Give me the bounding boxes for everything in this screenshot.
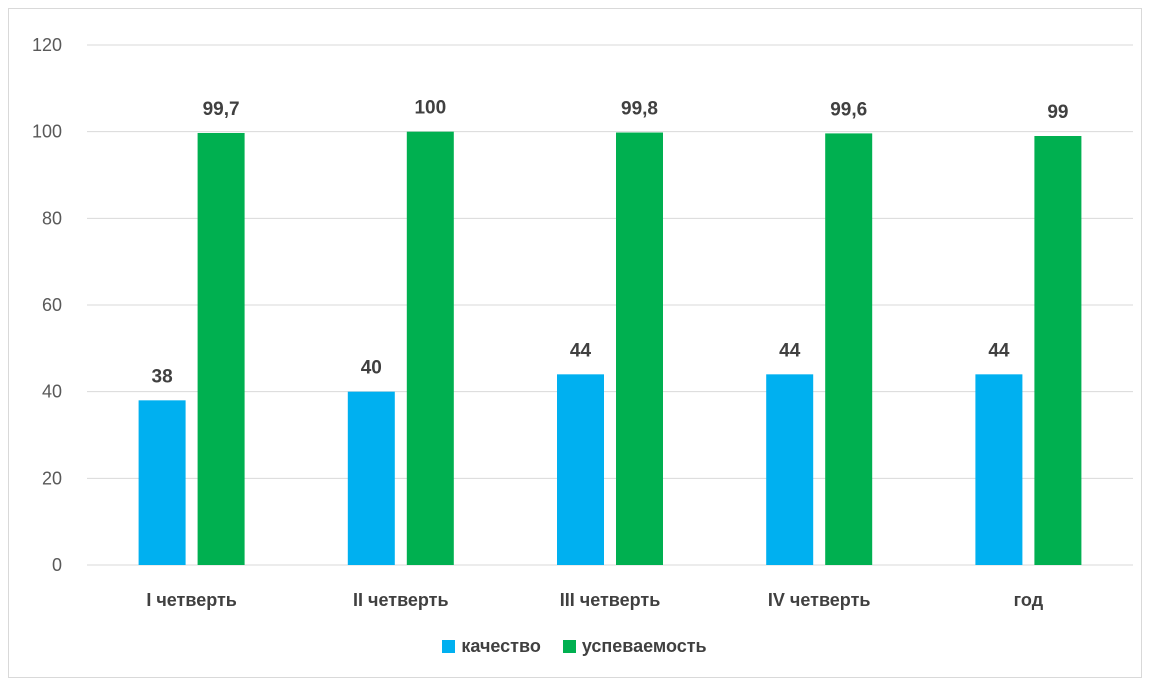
- data-label: 44: [779, 340, 801, 361]
- data-label: 99: [1047, 102, 1068, 123]
- bar-progress: [1034, 136, 1082, 565]
- data-label: 44: [570, 340, 592, 361]
- data-label: 99,7: [203, 99, 240, 120]
- data-label: 44: [988, 340, 1010, 361]
- bar-progress: [406, 131, 454, 565]
- y-tick-label: 60: [42, 295, 62, 315]
- x-category-label: I четверть: [146, 590, 237, 610]
- chart-frame: [8, 8, 1142, 678]
- bar-progress: [197, 132, 245, 565]
- legend-item-quality: качество: [442, 636, 541, 657]
- y-tick-label: 120: [32, 35, 62, 55]
- x-category-label: IV четверть: [768, 590, 871, 610]
- y-tick-label: 100: [32, 122, 62, 142]
- x-category-label: год: [1014, 590, 1044, 610]
- data-label: 99,8: [621, 99, 658, 120]
- bar-quality: [557, 374, 604, 565]
- bar-progress: [616, 132, 663, 566]
- bar-progress: [825, 133, 873, 565]
- y-tick-label: 0: [52, 555, 62, 575]
- bar-quality: [138, 400, 186, 565]
- data-label: 40: [361, 358, 382, 379]
- legend-swatch-progress: [562, 640, 576, 653]
- data-label: 100: [414, 98, 446, 119]
- legend-item-progress: успеваемость: [562, 636, 707, 657]
- bar-quality: [975, 374, 1023, 565]
- data-label: 38: [152, 366, 173, 387]
- legend: качество успеваемость: [0, 636, 1149, 657]
- y-tick-label: 40: [42, 382, 62, 402]
- x-category-label: III четверть: [560, 590, 661, 610]
- legend-label-progress: успеваемость: [581, 636, 707, 656]
- bar-quality: [766, 374, 814, 565]
- y-tick-label: 80: [42, 208, 62, 228]
- bar-quality: [347, 391, 395, 565]
- data-label: 99,6: [830, 99, 867, 120]
- legend-label-quality: качество: [461, 636, 541, 656]
- x-category-label: II четверть: [353, 590, 449, 610]
- y-tick-label: 20: [42, 468, 62, 488]
- legend-swatch-quality: [442, 640, 456, 653]
